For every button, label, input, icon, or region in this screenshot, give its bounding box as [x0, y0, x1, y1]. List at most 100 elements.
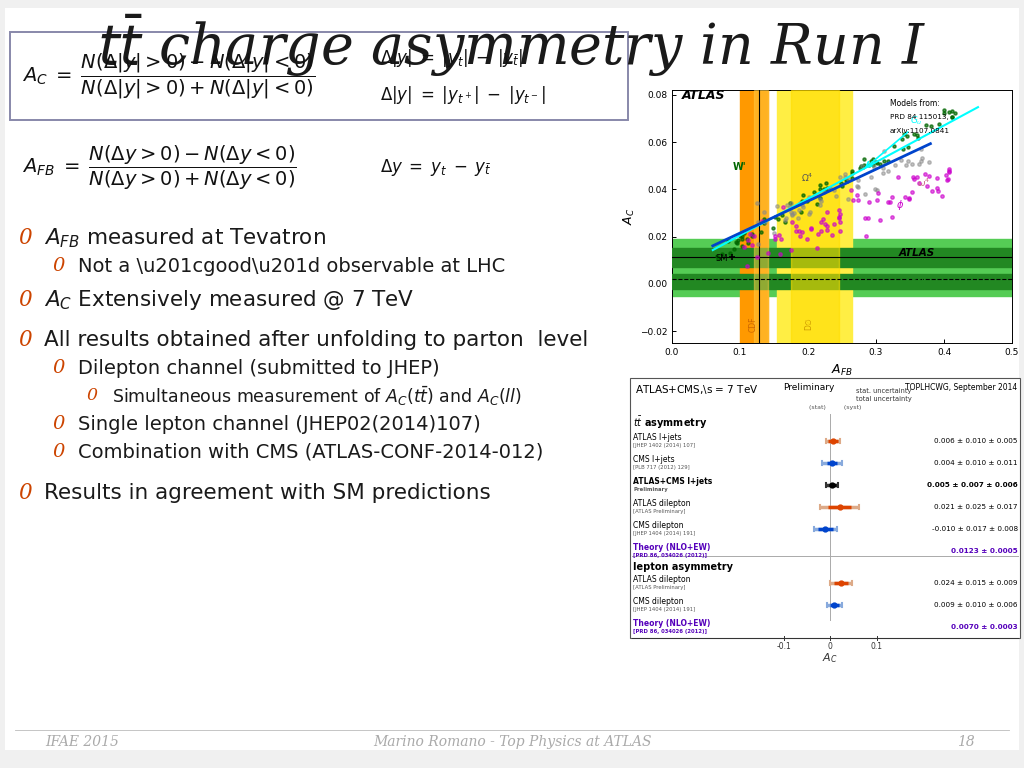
Text: 0.1: 0.1 — [870, 642, 883, 651]
Point — [729, 234, 745, 247]
Point — [921, 170, 937, 182]
Text: 0.009 ± 0.010 ± 0.006: 0.009 ± 0.010 ± 0.006 — [935, 602, 1018, 608]
Point — [775, 200, 792, 213]
Point — [840, 193, 856, 205]
Text: -0.1: -0.1 — [776, 642, 791, 651]
Point — [921, 156, 937, 168]
Text: Models from:: Models from: — [890, 100, 939, 108]
Text: $t\bar{t}$ asymmetry: $t\bar{t}$ asymmetry — [633, 415, 708, 431]
Text: PRD 84 115013,: PRD 84 115013, — [890, 114, 948, 120]
Point — [812, 198, 828, 210]
Text: [JHEP 1404 (2014) 191]: [JHEP 1404 (2014) 191] — [633, 607, 695, 611]
Point — [831, 212, 848, 224]
Point — [854, 161, 870, 173]
Point — [772, 248, 788, 260]
Text: 0: 0 — [86, 388, 97, 405]
Point — [853, 160, 869, 172]
Text: arXiv:1107.0841: arXiv:1107.0841 — [890, 127, 949, 134]
Point — [941, 163, 957, 175]
Point — [857, 230, 873, 242]
Point — [818, 207, 835, 219]
Point — [844, 167, 860, 179]
Point — [767, 211, 783, 223]
Point — [767, 233, 783, 246]
Point — [831, 216, 848, 228]
Point — [765, 222, 781, 234]
Point — [896, 127, 912, 140]
Text: 0: 0 — [52, 257, 65, 275]
Text: ATLAS+CMS,$\backslash$s = 7 TeV: ATLAS+CMS,$\backslash$s = 7 TeV — [635, 383, 759, 396]
Point — [936, 108, 952, 120]
Point — [795, 200, 811, 213]
Point — [735, 240, 752, 253]
Point — [833, 171, 849, 184]
Text: TOPLHCWG, September 2014: TOPLHCWG, September 2014 — [905, 383, 1017, 392]
Text: 0.0070 ± 0.0003: 0.0070 ± 0.0003 — [951, 624, 1018, 630]
Text: $A_C\;=\;\dfrac{N(\Delta|y|>0)-N(\Delta|y|<0)}{N(\Delta|y|>0)+N(\Delta|y|<0)}$: $A_C\;=\;\dfrac{N(\Delta|y|>0)-N(\Delta|… — [22, 51, 315, 101]
Point — [792, 225, 808, 237]
Point — [734, 240, 751, 253]
Point — [905, 171, 922, 184]
Text: 0: 0 — [52, 443, 65, 461]
Point — [856, 159, 872, 171]
Point — [794, 225, 810, 237]
Point — [782, 197, 799, 210]
Point — [824, 229, 841, 241]
Y-axis label: $A_C$: $A_C$ — [622, 208, 637, 225]
Text: 18: 18 — [957, 735, 975, 749]
Point — [733, 230, 750, 242]
Point — [750, 197, 766, 210]
Text: Dilepton channel (submitted to JHEP): Dilepton channel (submitted to JHEP) — [78, 359, 439, 378]
Point — [794, 198, 810, 210]
Bar — [777, 90, 852, 343]
Point — [876, 154, 892, 167]
Point — [839, 175, 855, 187]
Point — [936, 104, 952, 116]
Point — [777, 216, 794, 228]
Point — [710, 250, 726, 263]
Point — [728, 236, 744, 248]
Point — [940, 166, 956, 178]
Point — [791, 204, 807, 216]
Text: $\phi$: $\phi$ — [896, 198, 904, 212]
Point — [906, 173, 923, 185]
Point — [739, 260, 756, 272]
Point — [865, 158, 882, 170]
Point — [771, 229, 787, 241]
Point — [868, 157, 885, 169]
Text: $\Delta y\;=\;y_t\;-\;y_{\bar{t}}$: $\Delta y\;=\;y_t\;-\;y_{\bar{t}}$ — [380, 157, 492, 178]
Point — [901, 192, 918, 204]
Point — [923, 120, 939, 132]
Point — [900, 155, 916, 167]
Point — [741, 228, 758, 240]
Text: $t\bar{t}$ charge asymmetry in Run I: $t\bar{t}$ charge asymmetry in Run I — [97, 13, 927, 79]
Point — [813, 224, 829, 237]
Point — [944, 111, 961, 123]
Point — [880, 196, 896, 208]
Point — [785, 207, 802, 219]
Point — [909, 132, 926, 144]
Point — [910, 158, 927, 170]
Point — [739, 237, 756, 249]
Text: 0: 0 — [18, 227, 32, 249]
Point — [844, 165, 860, 177]
Point — [819, 223, 836, 236]
Point — [841, 173, 857, 185]
Point — [817, 177, 834, 190]
Point — [856, 153, 872, 165]
Point — [733, 233, 750, 246]
Point — [940, 165, 956, 177]
Point — [934, 190, 950, 202]
Point — [812, 216, 828, 228]
Point — [744, 239, 761, 251]
Point — [808, 197, 824, 210]
Point — [799, 233, 815, 245]
Point — [788, 220, 805, 232]
Text: $A_C$ Extensively measured @ 7 TeV: $A_C$ Extensively measured @ 7 TeV — [44, 288, 415, 312]
Point — [782, 206, 799, 218]
Text: Single lepton channel (JHEP02(2014)107): Single lepton channel (JHEP02(2014)107) — [78, 415, 480, 433]
Point — [837, 167, 853, 180]
Point — [816, 186, 833, 198]
Point — [886, 140, 902, 152]
Point — [745, 230, 762, 242]
